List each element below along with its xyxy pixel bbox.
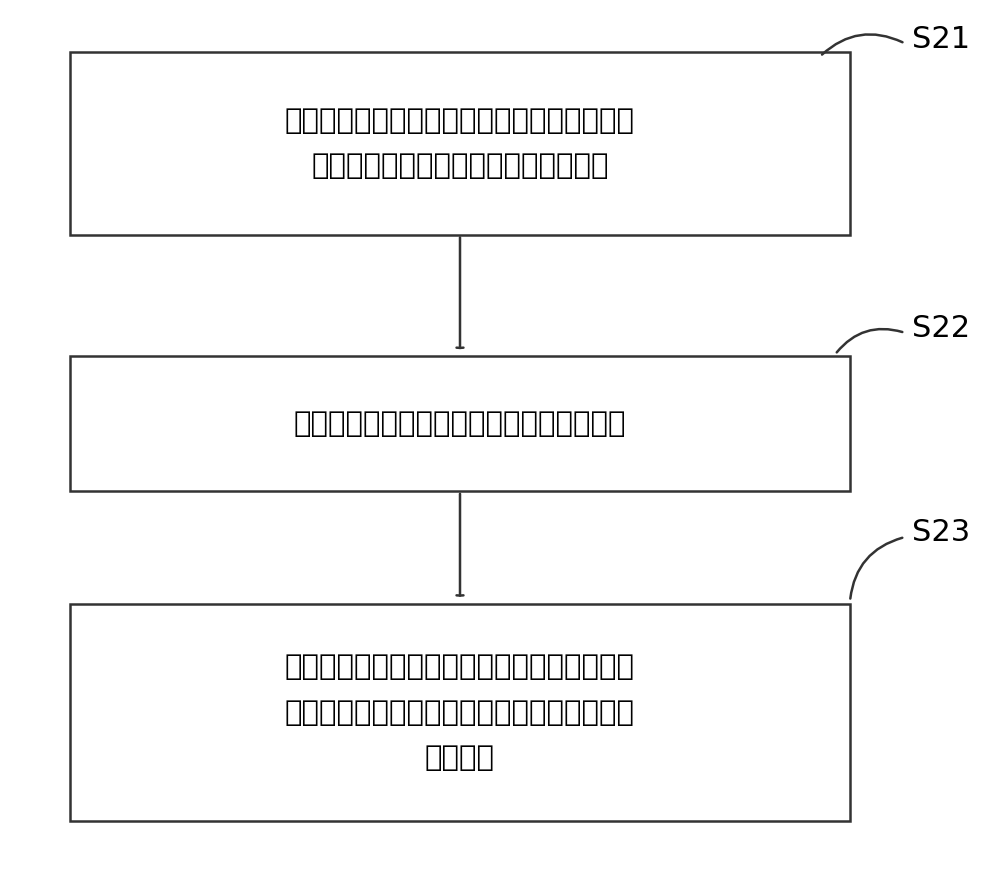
FancyArrowPatch shape <box>822 35 902 55</box>
Text: 基于谐波分量的频率和振幅，确定谐波电流: 基于谐波分量的频率和振幅，确定谐波电流 <box>294 409 626 438</box>
FancyArrowPatch shape <box>850 538 902 599</box>
Bar <box>70 604 850 821</box>
Text: S22: S22 <box>912 314 970 343</box>
Text: S21: S21 <box>912 24 970 54</box>
Bar <box>70 52 850 235</box>
Text: S23: S23 <box>912 518 970 547</box>
Text: 将所述当前振动频率作为谐波分量的频率，将
所述当前振幅作为所述谐波分量的振幅: 将所述当前振动频率作为谐波分量的频率，将 所述当前振幅作为所述谐波分量的振幅 <box>285 107 635 180</box>
Text: 发出所述控制指令，使得所述减振电机中通入
所述谐波电流，从而使所述减振电机产生所述
谐波振动: 发出所述控制指令，使得所述减振电机中通入 所述谐波电流，从而使所述减振电机产生所… <box>285 653 635 773</box>
Bar <box>70 356 850 491</box>
FancyArrowPatch shape <box>837 329 902 353</box>
